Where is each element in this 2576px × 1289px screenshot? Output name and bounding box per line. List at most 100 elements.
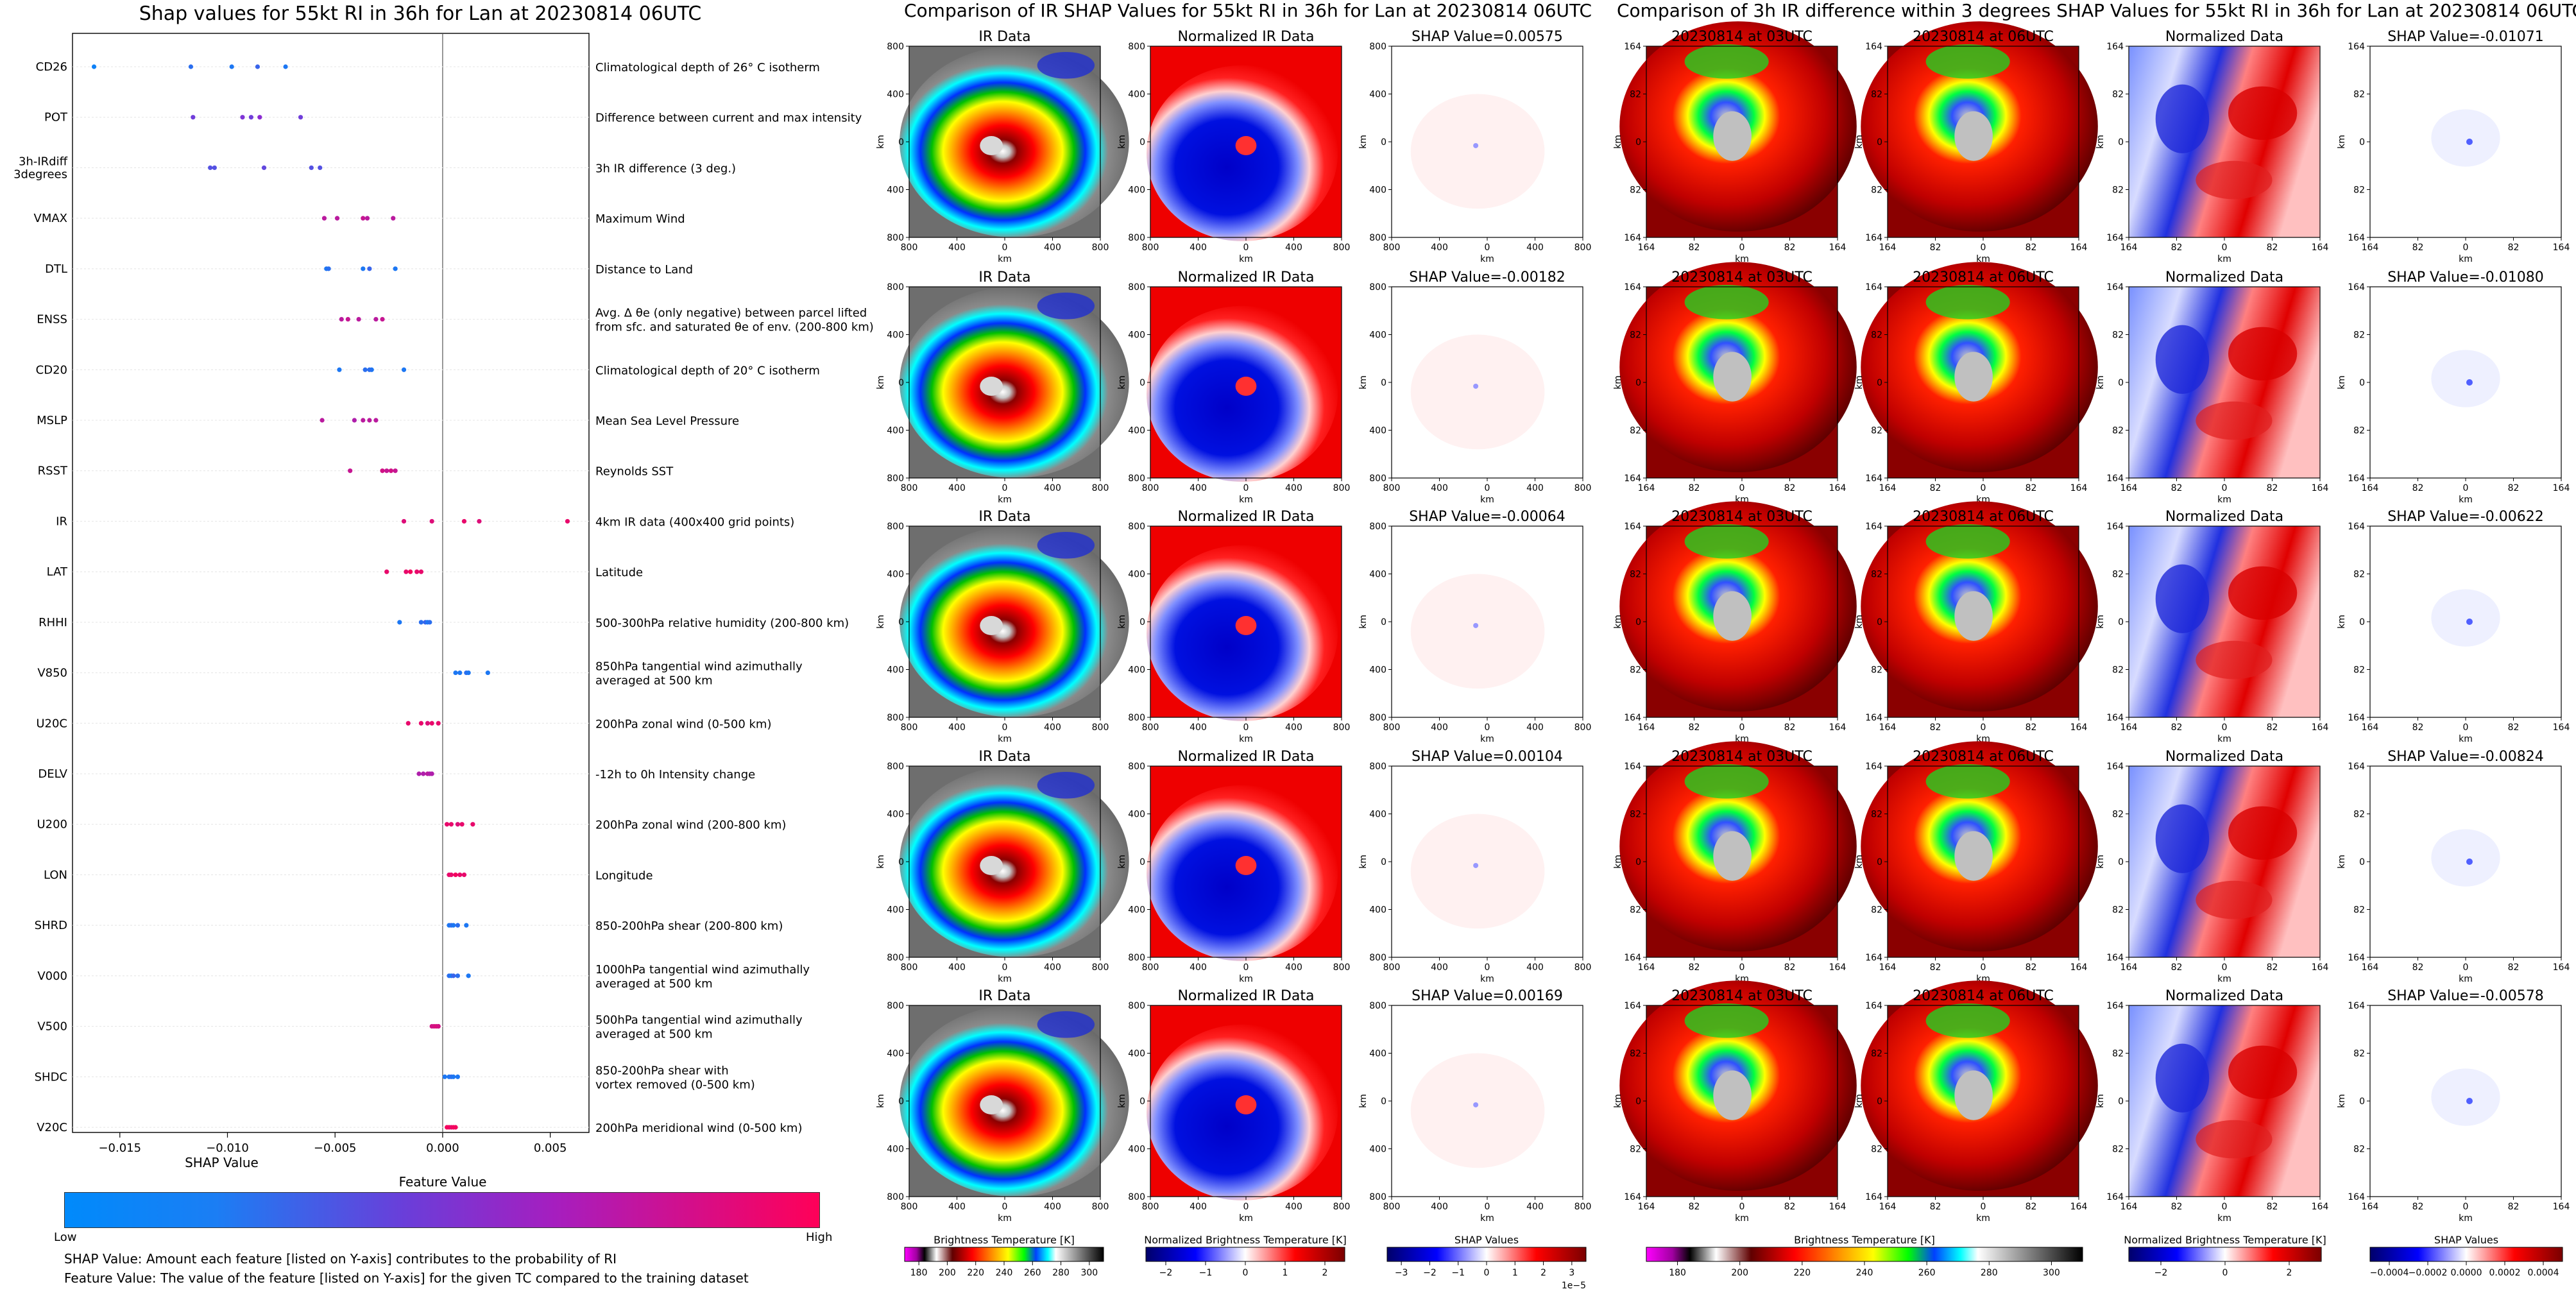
ir-outer-band xyxy=(1037,771,1095,799)
y-tick-label: 0 xyxy=(898,617,904,627)
shap-point xyxy=(337,367,342,372)
x-tick-label: 82 xyxy=(1689,962,1700,973)
x-tick-label: 82 xyxy=(2267,483,2278,493)
y-tick-label: 800 xyxy=(1369,42,1386,52)
y-axis-label: km xyxy=(1854,135,1864,149)
y-tick-label: 0 xyxy=(1139,137,1145,148)
x-tick-label: 800 xyxy=(901,243,918,253)
panel-title: 20230814 at 06UTC xyxy=(1913,269,2054,286)
x-axis-label: km xyxy=(1480,974,1494,984)
ndiff-background xyxy=(2129,287,2320,478)
x-tick-label: 164 xyxy=(2312,243,2329,253)
y-tick-label: 164 xyxy=(2106,1192,2124,1202)
x-tick-label: 164 xyxy=(2070,722,2088,733)
y-tick-label: 164 xyxy=(2348,282,2365,293)
x-tick-label: 82 xyxy=(2412,722,2424,733)
colorbar-tick-label: −2 xyxy=(1423,1268,1437,1278)
x-tick-label: 0 xyxy=(1739,722,1745,733)
shap-point xyxy=(453,872,458,878)
shap-point xyxy=(298,115,303,120)
x-axis-label: km xyxy=(998,974,1012,984)
y-tick-label: 0 xyxy=(2118,378,2124,388)
feature-description: 200hPa zonal wind (0-500 km) xyxy=(595,717,772,731)
y-tick-label: 800 xyxy=(1128,474,1145,484)
y-tick-label: 82 xyxy=(1871,426,1882,436)
colorbar-tick-label: 1 xyxy=(1283,1268,1288,1278)
x-tick-label: 164 xyxy=(2553,1202,2570,1212)
x-tick-label: 82 xyxy=(2508,722,2520,733)
panel-title: SHAP Value=0.00575 xyxy=(1412,29,1563,45)
x-tick-label: 164 xyxy=(1879,722,1897,733)
y-tick-label: 0 xyxy=(1635,857,1641,867)
y-axis-label: km xyxy=(1613,1094,1623,1108)
panel-title: IR Data xyxy=(978,29,1030,45)
dshap-blob xyxy=(2431,1068,2500,1126)
x-tick-label: 82 xyxy=(2171,483,2183,493)
x-axis-label: km xyxy=(2459,1213,2473,1224)
x-tick-label: 400 xyxy=(948,1202,966,1212)
storm-image xyxy=(900,286,1129,479)
x-tick-label: 164 xyxy=(2120,722,2138,733)
shap-point xyxy=(326,266,331,271)
x-axis-label: km xyxy=(1735,1213,1749,1224)
ir-normalized-colorbar: Normalized Brightness Temperature [K] −2 −… xyxy=(1144,1234,1347,1278)
colorbar-tick-label: 0.0004 xyxy=(2528,1268,2559,1278)
shap-point xyxy=(321,216,327,221)
y-tick-label: 0 xyxy=(1635,137,1641,148)
x-tick-label: 400 xyxy=(1431,722,1448,733)
x-tick-label: 400 xyxy=(1526,243,1544,253)
y-tick-label: 82 xyxy=(2353,185,2365,196)
diff-brightness-colorbar: Brightness Temperature [K] 180 200 220 240 26… xyxy=(1646,1234,2083,1278)
ir-eye xyxy=(980,136,1003,155)
y-tick-label: 0 xyxy=(2359,857,2365,867)
storm-image xyxy=(1147,46,1342,241)
shap-point xyxy=(397,620,402,625)
y-tick-label: 82 xyxy=(2353,905,2365,916)
shap-point xyxy=(425,721,431,726)
x-tick-label: 0 xyxy=(1981,243,1986,253)
shap-point xyxy=(356,316,361,322)
x-tick-label: 164 xyxy=(2553,962,2570,973)
colorbar-tick-label: 180 xyxy=(1669,1268,1686,1278)
y-tick-label: 800 xyxy=(1369,522,1386,532)
diff-core xyxy=(1954,1070,1993,1120)
x-tick-label: 400 xyxy=(1526,962,1544,973)
shap-core xyxy=(1473,1102,1479,1107)
norm-eye xyxy=(1235,1095,1257,1114)
x-axis-label: km xyxy=(2217,974,2231,984)
colorbar-gradient xyxy=(1145,1247,1345,1262)
y-tick-label: 800 xyxy=(1369,762,1386,772)
shap-point xyxy=(188,64,194,69)
storm-image xyxy=(2369,1005,2562,1197)
diff-top-band xyxy=(1925,285,2010,320)
y-tick-label: 800 xyxy=(1128,953,1145,963)
colorbar-tick-label: 0.0002 xyxy=(2489,1268,2521,1278)
x-tick-label: 82 xyxy=(1784,483,1796,493)
y-tick-label: 400 xyxy=(887,330,904,341)
colorbar-tick-label: 200 xyxy=(1731,1268,1748,1278)
x-axis-label: km xyxy=(2459,254,2473,264)
y-tick-label: 800 xyxy=(1369,953,1386,963)
y-tick-label: 400 xyxy=(1369,905,1386,916)
shap-core xyxy=(1473,622,1479,628)
shap-note-1: SHAP Value: Amount each feature [listed … xyxy=(64,1251,617,1267)
shap-point xyxy=(466,973,471,978)
x-tick-label: 800 xyxy=(1574,722,1592,733)
panel-title: SHAP Value=-0.00824 xyxy=(2387,749,2544,765)
colorbar-tick-label: 3 xyxy=(1569,1268,1574,1278)
shap-point xyxy=(455,973,460,978)
norm-eye xyxy=(1235,136,1257,155)
y-tick-label: 164 xyxy=(1624,1001,1641,1011)
x-tick-label: 82 xyxy=(2026,722,2037,733)
y-tick-label: 164 xyxy=(1624,474,1641,484)
x-axis-label: km xyxy=(1480,254,1494,264)
storm-image xyxy=(1861,741,2098,958)
feature-description: 850-200hPa shear with xyxy=(595,1064,729,1077)
x-tick-label: 164 xyxy=(1879,483,1897,493)
x-tick-label: 164 xyxy=(2120,483,2138,493)
x-tick-label: 82 xyxy=(2267,1202,2278,1212)
feature-description: Difference between current and max inten… xyxy=(595,112,862,125)
x-tick-label: 800 xyxy=(1142,483,1159,493)
colorbar-tick-label: 260 xyxy=(1024,1268,1041,1278)
colorbar-tick-label: 280 xyxy=(1981,1268,1998,1278)
